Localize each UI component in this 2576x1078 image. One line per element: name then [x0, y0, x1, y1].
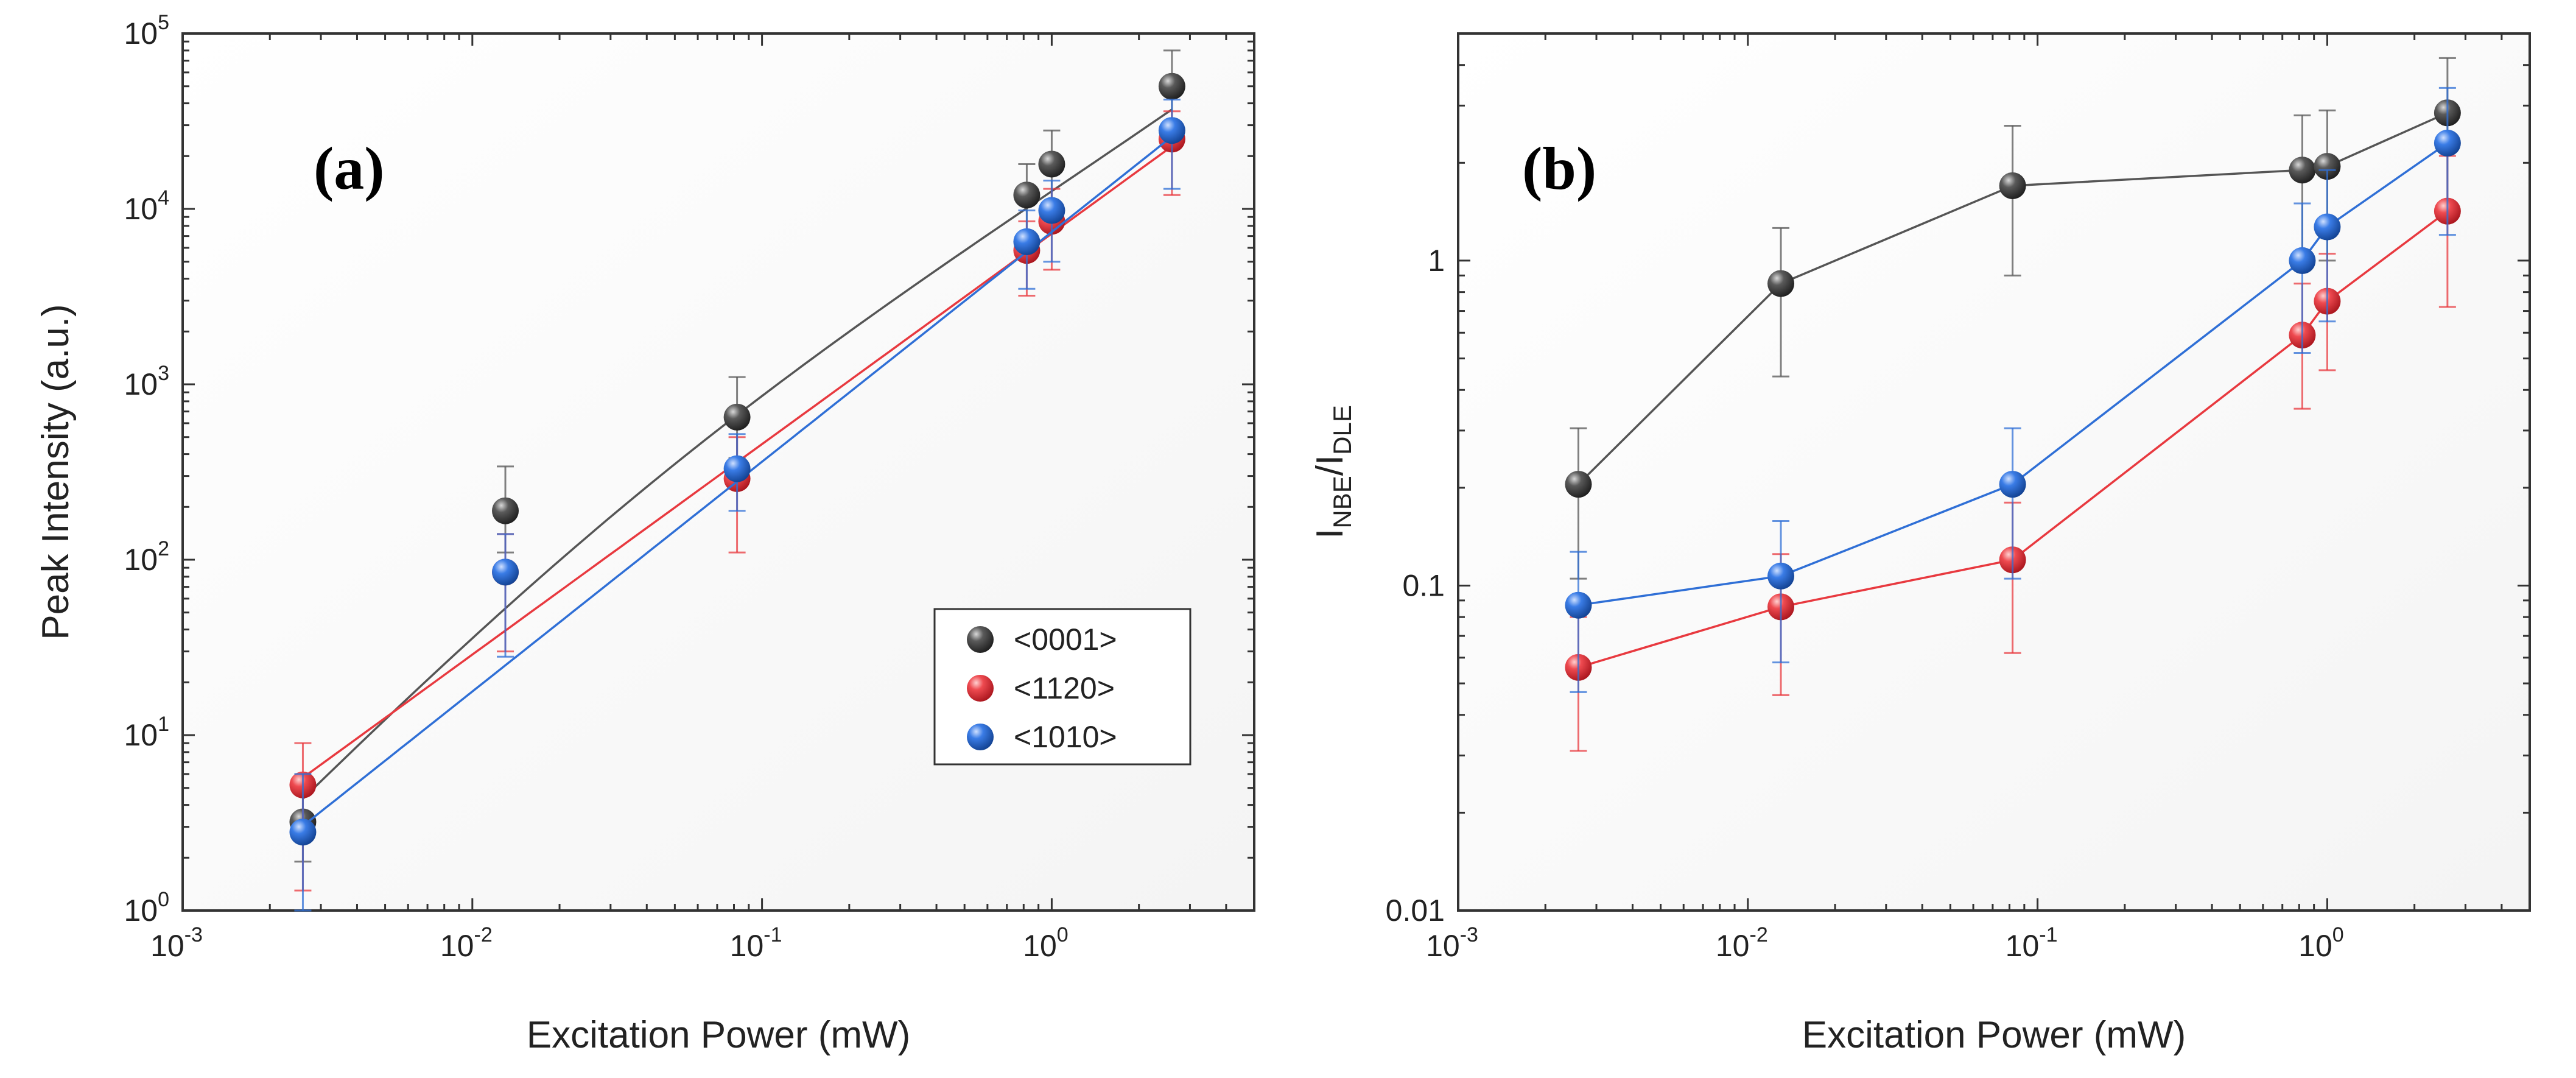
panel-b-ticks: 10-3 10-2 10-1 100 0.01 0.1 1 [1386, 32, 2531, 963]
y-title-sub-nbe: NBE [1328, 476, 1356, 528]
y-title-sub-dle: DLE [1328, 405, 1356, 455]
y-tick-label: 102 [124, 537, 169, 577]
error-bar [1772, 520, 1790, 664]
error-bar [2318, 169, 2336, 323]
data-point [289, 819, 317, 846]
panel-a-label: (a) [314, 135, 385, 202]
x-tick-label: 10-3 [150, 923, 203, 963]
x-tick-label: 10-1 [730, 923, 782, 963]
x-tick-label: 100 [2298, 923, 2344, 963]
data-point [2289, 157, 2316, 184]
y-tick-label: 0.01 [1386, 893, 1445, 928]
y-tick-label: 1 [1428, 244, 1445, 278]
legend-marker-0001 [967, 626, 994, 653]
legend-label-1010: <1010> [1014, 720, 1117, 754]
data-point [723, 403, 751, 431]
panel-b-series [1565, 57, 2461, 752]
y-tick-label: 100 [124, 888, 169, 928]
y-title-mid: /I [1309, 455, 1351, 476]
data-point [1565, 471, 1592, 498]
data-point [1158, 72, 1185, 100]
panel-b-y-axis-title: INBE/IDLE [1309, 405, 1356, 539]
panel-b: 10-3 10-2 10-1 100 0.01 0.1 1 (b) Excitation P… [1309, 32, 2531, 1056]
data-point [1767, 270, 1795, 297]
data-point [2314, 213, 2341, 241]
error-bar [2438, 86, 2456, 236]
panel-a-legend: <0001> <1120> <1010> [933, 608, 1191, 766]
series-1010 [289, 99, 1185, 912]
data-point [1038, 197, 1065, 224]
data-point [1158, 117, 1185, 144]
y-tick-label: 103 [124, 362, 169, 401]
legend-label-0001: <0001> [1014, 622, 1117, 657]
data-point [1767, 562, 1795, 590]
data-point [1999, 172, 2026, 199]
data-point [2314, 153, 2341, 180]
data-point [1565, 591, 1592, 619]
y-tick-label: 101 [124, 713, 169, 752]
data-point [1038, 150, 1065, 178]
error-bar [2004, 427, 2021, 580]
series-line-1010 [1578, 142, 2448, 607]
panel-a-ticks: 10-3 10-2 10-1 100 100 101 102 103 104 105 [124, 11, 1255, 963]
data-point [2289, 247, 2316, 274]
x-tick-label: 10-3 [1426, 923, 1478, 963]
y-tick-label: 0.1 [1402, 568, 1445, 602]
x-tick-label: 10-2 [1716, 923, 1768, 963]
data-point [2434, 129, 2461, 157]
data-point [492, 497, 519, 524]
x-tick-label: 10-2 [440, 923, 493, 963]
legend-marker-1010 [967, 724, 994, 750]
legend-label-1120: <1120> [1014, 671, 1115, 705]
data-point [1013, 181, 1041, 209]
data-point [1013, 228, 1041, 255]
data-point [723, 455, 751, 482]
panel-b-x-axis-title: Excitation Power (mW) [1802, 1014, 2186, 1056]
panel-a-y-axis-title: Peak Intensity (a.u.) [35, 304, 77, 639]
error-bar [1570, 551, 1587, 693]
legend-marker-1120 [967, 675, 994, 702]
y-tick-label: 104 [124, 186, 169, 226]
panel-a-x-axis-title: Excitation Power (mW) [527, 1014, 910, 1056]
panel-a: 10-3 10-2 10-1 100 100 101 102 103 104 105 (a) Ex… [35, 11, 1255, 1056]
error-bar [2004, 125, 2021, 277]
panel-b-frame [1457, 32, 2531, 912]
error-bar [1772, 227, 1790, 378]
series-line-1120 [1578, 210, 2448, 669]
data-point [492, 558, 519, 586]
x-tick-label: 100 [1023, 923, 1069, 963]
series-line-0001 [1578, 111, 2448, 485]
data-point [1999, 471, 2026, 498]
panel-a-series [289, 49, 1185, 912]
error-bar [497, 533, 514, 658]
panel-b-label: (b) [1522, 135, 1596, 202]
x-tick-label: 10-1 [2006, 923, 2058, 963]
series-1010 [1565, 86, 2461, 693]
error-bar [1163, 99, 1181, 190]
y-tick-label: 105 [124, 11, 169, 51]
series-1120 [1565, 155, 2461, 752]
error-bar [2293, 202, 2311, 354]
y-title-main: I [1309, 529, 1351, 539]
